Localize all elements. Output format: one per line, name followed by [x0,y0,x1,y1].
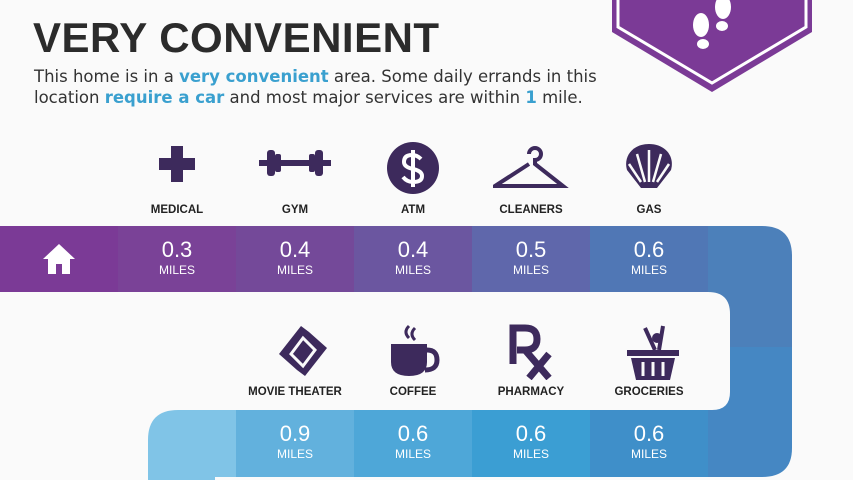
distance-cell: 0.3 MILES [118,226,236,292]
distance-unit: MILES [276,263,313,277]
amenity-pharmacy: PHARMACY [472,324,590,398]
basket-icon [627,325,679,380]
distance-value: 0.6 [397,421,429,446]
distance-cell: 0.4 MILES [236,226,354,292]
amenity-label: MOVIE THEATER [248,386,342,398]
amenity-label: GAS [636,204,662,216]
distance-value: 0.9 [279,421,311,446]
shell-icon [626,144,672,188]
distance-unit: MILES [512,263,549,277]
amenity-gym: GYM [236,142,354,216]
medical-cross-icon [159,146,195,182]
amenity-coffee: COFFEE [354,324,472,398]
desc-text: and most major services are within [224,88,526,107]
distance-unit: MILES [276,447,313,461]
desc-highlight: require a car [104,88,225,107]
amenity-atm: ATM [354,142,472,216]
distance-cell: 0.9 MILES [236,410,354,476]
hanger-icon [493,146,569,188]
distance-value: 0.4 [397,237,429,262]
distance-unit: MILES [394,447,431,461]
distance-unit: MILES [158,263,195,277]
distance-value: 0.6 [633,237,665,262]
amenity-label: GYM [281,204,309,216]
description: This home is in a very convenient area. … [34,66,604,108]
distance-value: 0.5 [515,237,547,262]
distance-value: 0.6 [515,421,547,446]
coffee-cup-icon [391,324,440,376]
rx-icon [509,324,552,380]
distance-unit: MILES [630,263,667,277]
distance-value: 0.6 [633,421,665,446]
amenity-cleaners: CLEANERS [472,142,590,216]
distance-cell: 0.6 MILES [472,410,590,476]
amenity-medical: MEDICAL [118,142,236,216]
distance-cell: 0.5 MILES [472,226,590,292]
desc-text: mile. [536,88,583,107]
amenity-label: ATM [400,204,426,216]
distance-value: 0.4 [279,237,311,262]
amenity-gas: GAS [590,142,708,216]
page-title: VERY CONVENIENT [33,14,440,61]
distance-cell: 0.6 MILES [354,410,472,476]
dumbbell-icon [259,150,331,176]
distance-cell: 0.4 MILES [354,226,472,292]
amenity-label: COFFEE [389,386,437,398]
amenity-movie-theater: MOVIE THEATER [236,324,354,398]
amenity-label: MEDICAL [150,204,204,216]
home-cell [0,226,118,292]
home-icon [43,244,75,274]
distance-unit: MILES [394,263,431,277]
desc-highlight: very convenient [179,67,329,86]
amenity-label: CLEANERS [499,204,563,216]
desc-highlight: 1 [525,88,537,107]
distance-cell: 0.6 MILES [590,226,708,292]
walk-score-badge [612,0,812,92]
footprints-icon [693,0,731,49]
desc-text: This home is in a [34,67,180,86]
distance-value: 0.3 [161,237,193,262]
amenity-groceries: GROCERIES [590,324,708,398]
distance-unit: MILES [630,447,667,461]
amenity-label: PHARMACY [497,386,565,398]
dollar-icon [387,142,439,194]
distance-unit: MILES [512,447,549,461]
ticket-icon [279,326,327,376]
desc-text: area. Some daily errands in this locatio… [34,67,597,107]
route-path [0,226,792,480]
distance-cell: 0.6 MILES [590,410,708,476]
amenity-label: GROCERIES [614,386,684,398]
